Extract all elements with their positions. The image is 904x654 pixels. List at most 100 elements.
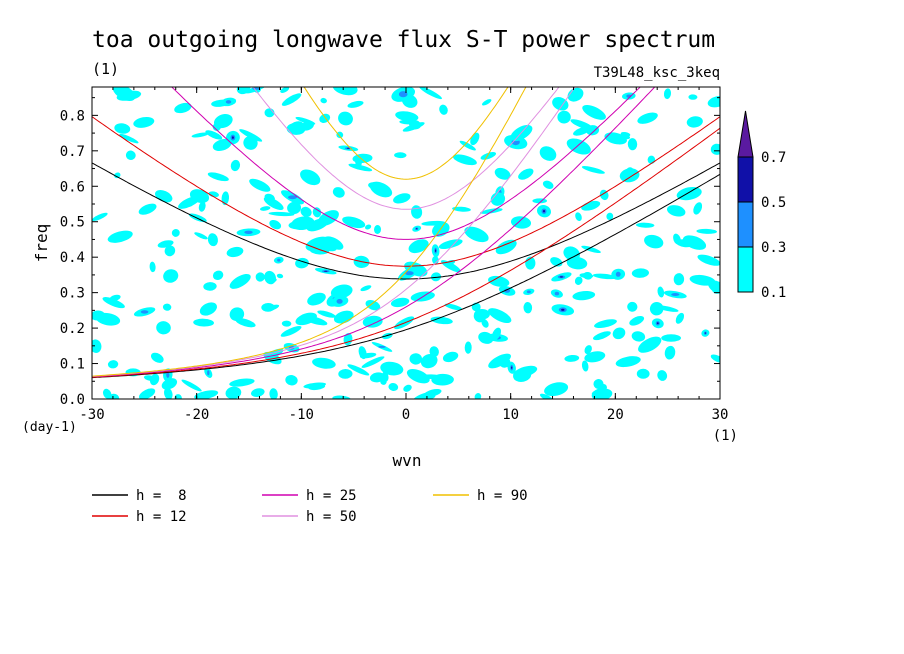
contour-blob xyxy=(452,206,471,212)
contour-blob xyxy=(550,257,563,267)
contour-blob xyxy=(277,258,281,262)
y-axis-label: freq xyxy=(32,224,51,263)
contour-blob xyxy=(268,211,295,217)
contour-blob xyxy=(561,308,565,311)
x-axis: -30 -20 -10 0 10 20 30 xyxy=(79,87,728,423)
contour-blob xyxy=(419,87,442,100)
contour-blob xyxy=(198,201,206,212)
contour-blob xyxy=(594,319,617,328)
contour-blob xyxy=(348,163,373,172)
contour-blob xyxy=(212,123,221,131)
contour-blob xyxy=(336,299,343,304)
legend-label: h = 25 xyxy=(306,488,357,504)
contour-blob xyxy=(291,216,315,231)
contour-blob xyxy=(102,297,125,309)
contour-blob xyxy=(416,228,418,230)
contour-blob xyxy=(539,393,554,399)
contour-blob xyxy=(226,246,244,258)
contour-blob xyxy=(261,302,275,312)
contour-blob xyxy=(704,332,707,334)
contour-blob xyxy=(155,190,173,203)
y-tick-label: 0.3 xyxy=(60,286,85,302)
contour-blob xyxy=(615,356,641,368)
contour-blob xyxy=(229,307,245,322)
contour-blob xyxy=(336,131,344,139)
contour-blob xyxy=(286,122,306,135)
contour-blob xyxy=(231,136,234,139)
contour-blob xyxy=(207,233,218,247)
contour-blob xyxy=(119,133,139,144)
contour-blob xyxy=(212,139,232,151)
chart-subtitle-right: T39L48_ksc_3keq xyxy=(594,65,720,81)
y-tick-label: 0.4 xyxy=(60,250,85,266)
contour-blob xyxy=(430,272,442,282)
contour-blob xyxy=(464,341,472,354)
contour-blob xyxy=(171,228,180,237)
contour-blob xyxy=(490,192,506,206)
contour-blob xyxy=(526,290,531,294)
contour-blob xyxy=(591,387,607,396)
contour-blob xyxy=(402,122,425,132)
contour-blob xyxy=(666,205,686,217)
contour-blob xyxy=(439,104,448,115)
contour-blob xyxy=(249,178,271,192)
contour-blob xyxy=(368,182,388,191)
contour-blob xyxy=(125,150,136,161)
contour-blob xyxy=(544,382,569,397)
contour-blob xyxy=(199,302,217,316)
contour-blob xyxy=(440,260,461,273)
contour-blob xyxy=(488,308,512,324)
y-tick-label: 0.8 xyxy=(60,108,85,124)
contour-blob xyxy=(263,351,282,365)
contour-blob xyxy=(114,172,121,179)
contour-blob xyxy=(539,146,557,161)
contour-blob xyxy=(566,256,588,270)
colorbar-segment xyxy=(737,246,754,293)
contour-blob xyxy=(300,121,315,131)
colorbar-label: 0.3 xyxy=(761,240,786,256)
x-tick-label: 30 xyxy=(712,407,729,423)
contour-blob xyxy=(114,123,131,134)
contour-blob xyxy=(236,87,251,95)
contour-blob xyxy=(164,245,176,257)
contour-blob xyxy=(208,191,219,198)
contour-blob xyxy=(191,132,209,138)
contour-blob xyxy=(395,111,419,122)
contour-blob xyxy=(429,346,439,357)
contour-blob xyxy=(102,388,112,399)
contour-blob xyxy=(324,270,328,272)
contour-blob xyxy=(676,186,702,201)
contour-blob xyxy=(250,388,265,397)
contour-blob xyxy=(394,152,407,159)
contour-blob xyxy=(164,387,173,399)
contour-blob xyxy=(430,316,453,325)
contour-blob xyxy=(661,334,681,342)
contour-blob xyxy=(459,140,476,151)
contour-blob xyxy=(663,88,672,100)
y-tick-label: 0.5 xyxy=(60,215,85,231)
chart-subtitle-left: (1) xyxy=(92,60,119,78)
contour-blob xyxy=(403,384,412,392)
contour-blob xyxy=(452,154,477,166)
contour-blob xyxy=(682,235,707,250)
contour-blob xyxy=(229,378,255,387)
contour-blob xyxy=(373,225,382,234)
contour-blob xyxy=(276,273,284,279)
contour-blob xyxy=(181,379,202,392)
colorbar-segment xyxy=(737,201,754,248)
y-axis-unit: (day-1) xyxy=(22,420,77,435)
contour-blob xyxy=(404,271,414,276)
contour-blob xyxy=(542,180,554,189)
contour-blob xyxy=(664,345,676,360)
contour-blob xyxy=(332,87,358,96)
contour-blob xyxy=(393,193,411,204)
contour-blob xyxy=(338,368,353,379)
dispersion-curve xyxy=(92,162,720,280)
contour-blob xyxy=(221,191,230,206)
contour-blob xyxy=(303,315,328,326)
x-tick-label: -30 xyxy=(79,407,104,423)
contour-blob xyxy=(280,326,302,337)
contour-blob xyxy=(269,219,282,230)
dispersion-curves xyxy=(92,87,720,379)
contour-blob xyxy=(259,206,271,211)
